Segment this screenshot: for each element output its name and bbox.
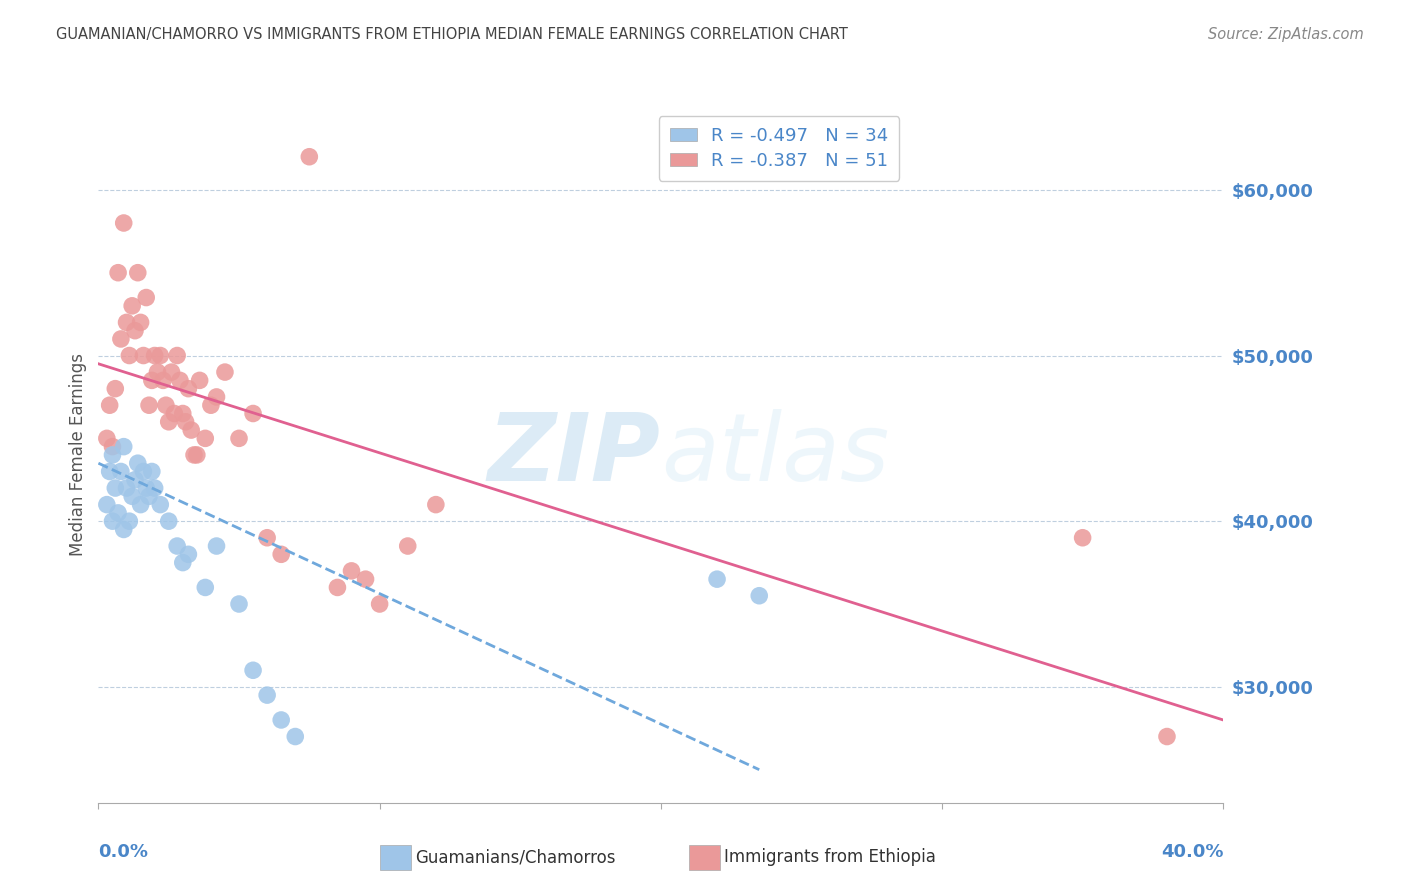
Point bbox=[183, 448, 205, 462]
Point bbox=[186, 448, 208, 462]
Point bbox=[115, 481, 138, 495]
Point bbox=[96, 431, 118, 445]
Point bbox=[174, 415, 197, 429]
Point bbox=[115, 315, 138, 329]
Point bbox=[104, 382, 127, 396]
Point bbox=[177, 547, 200, 561]
Text: Source: ZipAtlas.com: Source: ZipAtlas.com bbox=[1208, 27, 1364, 42]
Point bbox=[188, 373, 211, 387]
Point bbox=[354, 572, 377, 586]
Text: ZIP: ZIP bbox=[488, 409, 661, 501]
Y-axis label: Median Female Earnings: Median Female Earnings bbox=[69, 353, 87, 557]
Point bbox=[169, 373, 191, 387]
Point bbox=[205, 390, 228, 404]
Text: Guamanians/Chamorros: Guamanians/Chamorros bbox=[415, 848, 616, 866]
Text: GUAMANIAN/CHAMORRO VS IMMIGRANTS FROM ETHIOPIA MEDIAN FEMALE EARNINGS CORRELATIO: GUAMANIAN/CHAMORRO VS IMMIGRANTS FROM ET… bbox=[56, 27, 848, 42]
Point bbox=[177, 382, 200, 396]
Point bbox=[242, 663, 264, 677]
Point bbox=[194, 431, 217, 445]
Point bbox=[143, 481, 166, 495]
Point bbox=[298, 150, 321, 164]
Point bbox=[172, 556, 194, 570]
Point bbox=[340, 564, 363, 578]
Point bbox=[101, 440, 124, 454]
Point bbox=[166, 539, 188, 553]
Point bbox=[138, 489, 160, 503]
Point bbox=[172, 407, 194, 421]
Point bbox=[228, 431, 250, 445]
Point bbox=[132, 349, 155, 363]
Point bbox=[396, 539, 419, 553]
Point bbox=[157, 514, 180, 528]
Point bbox=[157, 415, 180, 429]
Point bbox=[425, 498, 447, 512]
Point bbox=[205, 539, 228, 553]
Point bbox=[270, 713, 292, 727]
Point bbox=[135, 291, 157, 305]
Point bbox=[96, 498, 118, 512]
Point bbox=[98, 465, 121, 479]
Point bbox=[101, 514, 124, 528]
Point bbox=[141, 373, 163, 387]
Point bbox=[121, 299, 143, 313]
Point bbox=[256, 531, 278, 545]
Point bbox=[124, 324, 146, 338]
Point bbox=[118, 349, 141, 363]
Point bbox=[368, 597, 391, 611]
Point bbox=[143, 349, 166, 363]
Point bbox=[155, 398, 177, 412]
Point bbox=[127, 266, 149, 280]
Point bbox=[138, 398, 160, 412]
Point bbox=[112, 216, 135, 230]
Point bbox=[141, 465, 163, 479]
Point bbox=[1156, 730, 1178, 744]
Point bbox=[149, 498, 172, 512]
Point bbox=[194, 581, 217, 595]
Point bbox=[152, 373, 174, 387]
Point bbox=[163, 407, 186, 421]
Point bbox=[748, 589, 770, 603]
Text: 40.0%: 40.0% bbox=[1161, 843, 1223, 861]
Point bbox=[110, 465, 132, 479]
Text: 0.0%: 0.0% bbox=[98, 843, 149, 861]
Point bbox=[326, 581, 349, 595]
Point bbox=[112, 440, 135, 454]
Text: Immigrants from Ethiopia: Immigrants from Ethiopia bbox=[724, 848, 936, 866]
Point bbox=[104, 481, 127, 495]
Text: atlas: atlas bbox=[661, 409, 889, 500]
Point bbox=[160, 365, 183, 379]
Point bbox=[129, 498, 152, 512]
Point bbox=[1071, 531, 1094, 545]
Point bbox=[124, 473, 146, 487]
Point bbox=[706, 572, 728, 586]
Point bbox=[270, 547, 292, 561]
Point bbox=[110, 332, 132, 346]
Point bbox=[166, 349, 188, 363]
Point bbox=[149, 349, 172, 363]
Point bbox=[256, 688, 278, 702]
Point bbox=[98, 398, 121, 412]
Point bbox=[127, 456, 149, 470]
Point bbox=[284, 730, 307, 744]
Point bbox=[228, 597, 250, 611]
Point bbox=[101, 448, 124, 462]
Point bbox=[121, 489, 143, 503]
Point bbox=[214, 365, 236, 379]
Point bbox=[118, 514, 141, 528]
Point bbox=[200, 398, 222, 412]
Point bbox=[242, 407, 264, 421]
Point bbox=[132, 465, 155, 479]
Point bbox=[112, 523, 135, 537]
Point bbox=[180, 423, 202, 437]
Point bbox=[135, 481, 157, 495]
Point bbox=[107, 506, 129, 520]
Point bbox=[146, 365, 169, 379]
Point bbox=[107, 266, 129, 280]
Legend: R = -0.497   N = 34, R = -0.387   N = 51: R = -0.497 N = 34, R = -0.387 N = 51 bbox=[659, 116, 900, 181]
Point bbox=[129, 315, 152, 329]
